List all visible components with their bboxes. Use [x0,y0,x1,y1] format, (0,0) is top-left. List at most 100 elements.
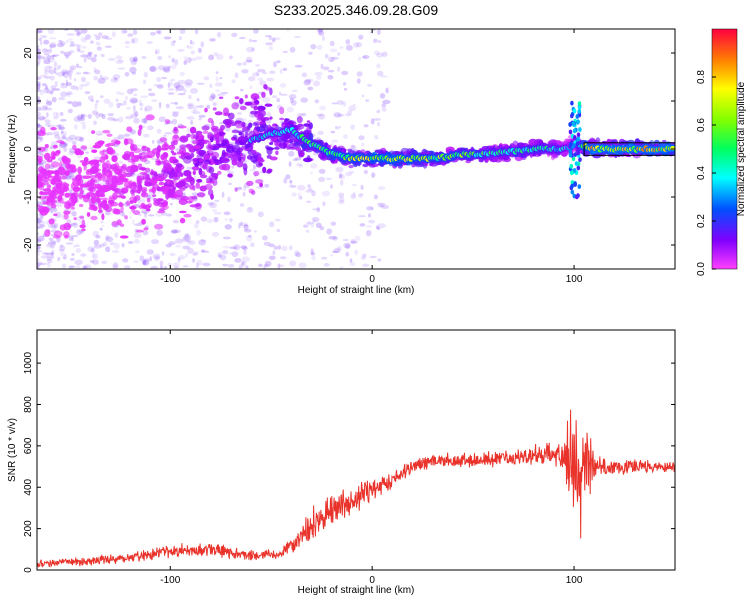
heatmap-noise-blob [165,243,172,248]
heatmap-noise-blob [276,97,281,103]
heatmap-noise-blob [95,100,100,103]
heatmap-noise-blob [37,239,42,243]
heatmap-noise-blob [47,241,54,246]
heatmap-noise-blob [243,228,252,233]
heatmap-noise-blob [242,246,248,251]
heatmap-band-blob [168,144,176,150]
heatmap-noise-blob [289,185,297,188]
heatmap-noise-blob [358,215,366,218]
heatmap-noise-blob [127,241,134,244]
heatmap-noise-blob [98,113,104,117]
heatmap-noise-blob [343,134,348,139]
heatmap-band-blob [170,140,175,147]
heatmap-noise-blob [310,248,314,255]
heatmap-noise-blob [77,116,85,121]
heatmap-noise-blob [46,243,53,248]
heatmap-band-blob [296,116,303,124]
heatmap-noise-blob [196,229,201,236]
heatmap-band-blob [156,150,160,159]
heatmap-band-blob [204,107,208,113]
heatmap-noise-blob [352,103,356,107]
heatmap-noise-blob [179,71,185,76]
heatmap-noise-blob [46,112,49,118]
heatmap-noise-blob [82,71,89,75]
heatmap-noise-blob [358,56,362,61]
heatmap-noise-blob [122,30,128,33]
heatmap-noise-blob [72,222,79,228]
heatmap-noise-blob [80,84,88,87]
heatmap-noise-blob [81,45,87,49]
heatmap-noise-blob [81,76,86,83]
heatmap-noise-blob [191,41,196,46]
heatmap-band-blob [138,124,143,131]
heatmap-band-blob [95,172,102,177]
heatmap-band-blob [167,188,176,196]
spectrogram-x-ticks: -100 0 100 [160,29,583,285]
heatmap-band-blob [244,94,248,99]
heatmap-noise-blob [121,243,125,248]
heatmap-band-blob [255,179,264,184]
heatmap-band-blob [193,145,201,149]
heatmap-noise-blob [128,216,132,219]
heatmap-band-blob [116,195,126,198]
heatmap-band-blob [177,125,187,129]
heatmap-band-blob [192,170,196,176]
heatmap-noise-blob [58,249,65,252]
heatmap-band-blob [246,155,253,160]
heatmap-band-blob [239,105,247,111]
y-tick-label: 20 [23,47,34,59]
heatmap-noise-blob [147,214,155,217]
heatmap-band-blob [289,140,294,144]
heatmap-noise-blob [222,250,229,255]
heatmap-noise-blob [345,171,352,177]
heatmap-noise-blob [288,150,295,157]
heatmap-noise-blob [339,196,345,203]
heatmap-band-blob [225,153,235,159]
heatmap-noise-blob [44,105,48,110]
heatmap-noise-blob [140,95,149,99]
heatmap-band-blob [62,185,69,192]
heatmap-noise-blob [105,246,111,253]
heatmap-band-blob [227,173,233,178]
heatmap-noise-blob [37,261,43,266]
heatmap-noise-blob [132,105,136,111]
heatmap-noise-blob [37,54,41,60]
heatmap-noise-blob [238,264,243,269]
heatmap-noise-blob [80,54,89,58]
heatmap-noise-blob [344,244,351,249]
heatmap-band-blob [206,180,215,184]
heatmap-noise-blob [74,29,80,33]
heatmap-noise-blob [241,260,247,268]
heatmap-noise-blob [70,257,75,261]
heatmap-noise-blob [158,116,166,123]
heatmap-band-blob [90,204,96,210]
heatmap-noise-blob [149,256,153,262]
heatmap-band-blob [213,130,220,138]
heatmap-band-blob [308,122,313,130]
heatmap-noise-blob [368,213,371,218]
snr-panel: -100 0 100 0 200 400 600 800 1000 Height of str… [7,329,676,596]
heatmap-band-blob [140,157,148,162]
heatmap-noise-blob [376,225,379,229]
heatmap-band-blob [141,146,149,152]
heatmap-noise-blob [50,85,56,90]
heatmap-noise-blob [39,90,45,96]
heatmap-band-blob [81,228,86,232]
heatmap-band-blob [61,175,67,180]
heatmap-noise-blob [37,48,41,52]
heatmap-noise-blob [52,241,56,247]
heatmap-noise-blob [211,231,220,237]
heatmap-noise-blob [229,55,233,60]
heatmap-noise-blob [376,52,384,58]
heatmap-noise-blob [42,252,48,255]
heatmap-noise-blob [323,66,330,71]
heatmap-noise-blob [80,122,86,125]
heatmap-noise-blob [82,123,86,130]
heatmap-band-blob [213,159,220,164]
heatmap-band-blob [44,163,51,170]
heatmap-band-blob [238,132,242,136]
heatmap-noise-blob [143,71,149,78]
heatmap-noise-blob [55,124,62,128]
heatmap-noise-blob [273,245,279,250]
heatmap-noise-blob [77,31,80,37]
